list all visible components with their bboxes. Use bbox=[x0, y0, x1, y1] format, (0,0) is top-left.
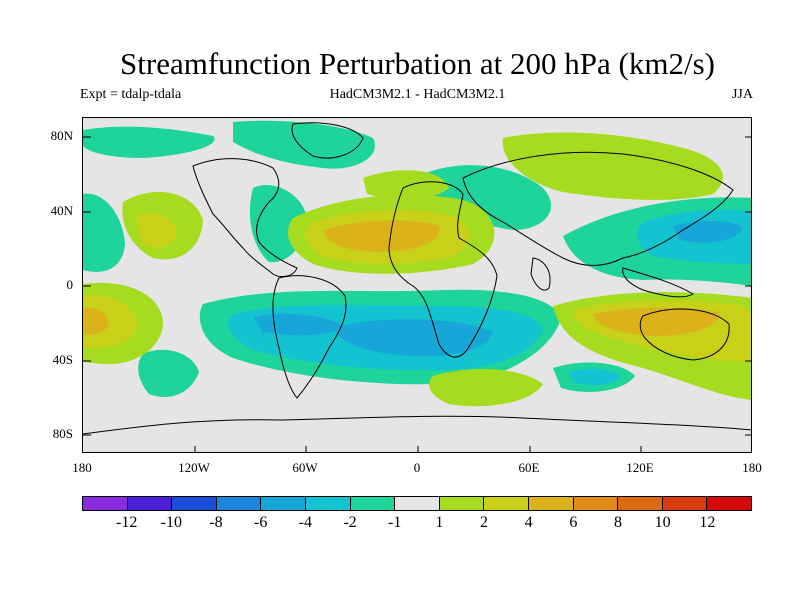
contour-neg4-south-atlantic bbox=[333, 319, 493, 357]
colorbar-label-12: 10 bbox=[654, 514, 671, 531]
contour-pos2-south-pacific-east bbox=[83, 295, 137, 349]
colorbar-box-13 bbox=[662, 497, 708, 510]
lon-tick-60w: 60W bbox=[292, 460, 318, 475]
coastlines bbox=[83, 122, 751, 435]
colorbar-box-2 bbox=[172, 497, 217, 510]
colorbar-label-3: -6 bbox=[253, 514, 268, 531]
colorbar-box-12 bbox=[618, 497, 663, 510]
contour-pos4-australia bbox=[593, 307, 720, 336]
colorbar-box-4 bbox=[261, 497, 306, 510]
contour-neg-north-pacific bbox=[83, 126, 215, 158]
lat-tick-80s: 80S bbox=[52, 426, 73, 441]
lat-tick-40n: 40N bbox=[50, 203, 73, 218]
southeast-asia-islands bbox=[622, 267, 694, 298]
colorbar-label-2: -8 bbox=[209, 514, 223, 531]
colorbar-box-10 bbox=[528, 497, 574, 510]
contour-pos4-south-pacific bbox=[83, 307, 109, 335]
chart-title: Streamfunction Perturbation at 200 hPa (… bbox=[120, 46, 715, 81]
lat-tick-80n: 80N bbox=[50, 128, 73, 143]
contour-neg4-west-pacific bbox=[673, 220, 743, 243]
lon-tick-0: 0 bbox=[413, 460, 421, 475]
streamfunction-map bbox=[83, 120, 751, 452]
colorbar-label-1: -10 bbox=[160, 514, 182, 531]
colorbar-box-3 bbox=[216, 497, 262, 510]
colorbar-label-11: 8 bbox=[614, 514, 622, 531]
contour-neg2-indian-south bbox=[569, 368, 621, 386]
colorbar-label-4: -4 bbox=[298, 514, 312, 531]
colorbar-box-11 bbox=[573, 497, 619, 510]
lon-tick-120w: 120W bbox=[178, 460, 210, 475]
colorbar-label-0: -12 bbox=[115, 514, 138, 531]
contour-pos-south-indian bbox=[429, 369, 543, 407]
colorbar-label-9: 4 bbox=[524, 514, 533, 531]
colorbar-label-5: -2 bbox=[343, 514, 357, 531]
india-coast bbox=[530, 257, 551, 291]
colorbar-label-6: -1 bbox=[387, 514, 402, 531]
colorbar-label-13: 12 bbox=[699, 514, 716, 531]
colorbar-box-14 bbox=[707, 497, 751, 510]
colorbar-box-9 bbox=[484, 497, 529, 510]
contour-pos2-north-pacific bbox=[137, 213, 177, 248]
colorbar-label-10: 6 bbox=[569, 514, 578, 531]
lon-tick-180-west: 180 bbox=[72, 460, 92, 475]
experiment-label: Expt = tdalp-tdala bbox=[80, 87, 182, 102]
contour-pos-arctic bbox=[502, 132, 723, 200]
europe-africa-coast bbox=[388, 181, 498, 358]
lon-tick-120e: 120E bbox=[626, 460, 654, 475]
asia-coast bbox=[462, 151, 734, 266]
greenland-coast bbox=[291, 122, 364, 159]
contour-pos-ne-atlantic bbox=[363, 170, 449, 200]
colorbar-box-7 bbox=[395, 497, 440, 510]
contour-neg-pacific-east bbox=[83, 193, 125, 272]
contour-neg-south-pacific bbox=[138, 349, 199, 398]
colorbar bbox=[82, 496, 752, 511]
positive-anomalies-stronger bbox=[83, 220, 720, 336]
axis-ticks bbox=[83, 136, 751, 452]
australia-coast bbox=[639, 308, 730, 361]
north-america-coast bbox=[192, 158, 298, 277]
colorbar-label-8: 2 bbox=[480, 514, 488, 531]
season-label: JJA bbox=[731, 87, 753, 102]
colorbar-box-8 bbox=[439, 497, 485, 510]
colorbar-box-6 bbox=[350, 497, 396, 510]
lat-tick-40s: 40S bbox=[52, 352, 73, 367]
antarctica-coast bbox=[83, 415, 751, 435]
map-panel bbox=[82, 117, 752, 453]
model-label: HadCM3M2.1 - HadCM3M2.1 bbox=[329, 87, 506, 102]
south-america-coast bbox=[272, 275, 347, 399]
colorbar-label-7: 1 bbox=[435, 514, 444, 531]
contour-pos4-sahara bbox=[323, 220, 440, 252]
lon-tick-60e: 60E bbox=[518, 460, 540, 475]
lat-tick-0: 0 bbox=[66, 277, 74, 292]
colorbar-box-5 bbox=[305, 497, 351, 510]
colorbar-box-0 bbox=[83, 497, 128, 510]
lon-tick-180-east: 180 bbox=[742, 460, 762, 475]
colorbar-box-1 bbox=[127, 497, 173, 510]
